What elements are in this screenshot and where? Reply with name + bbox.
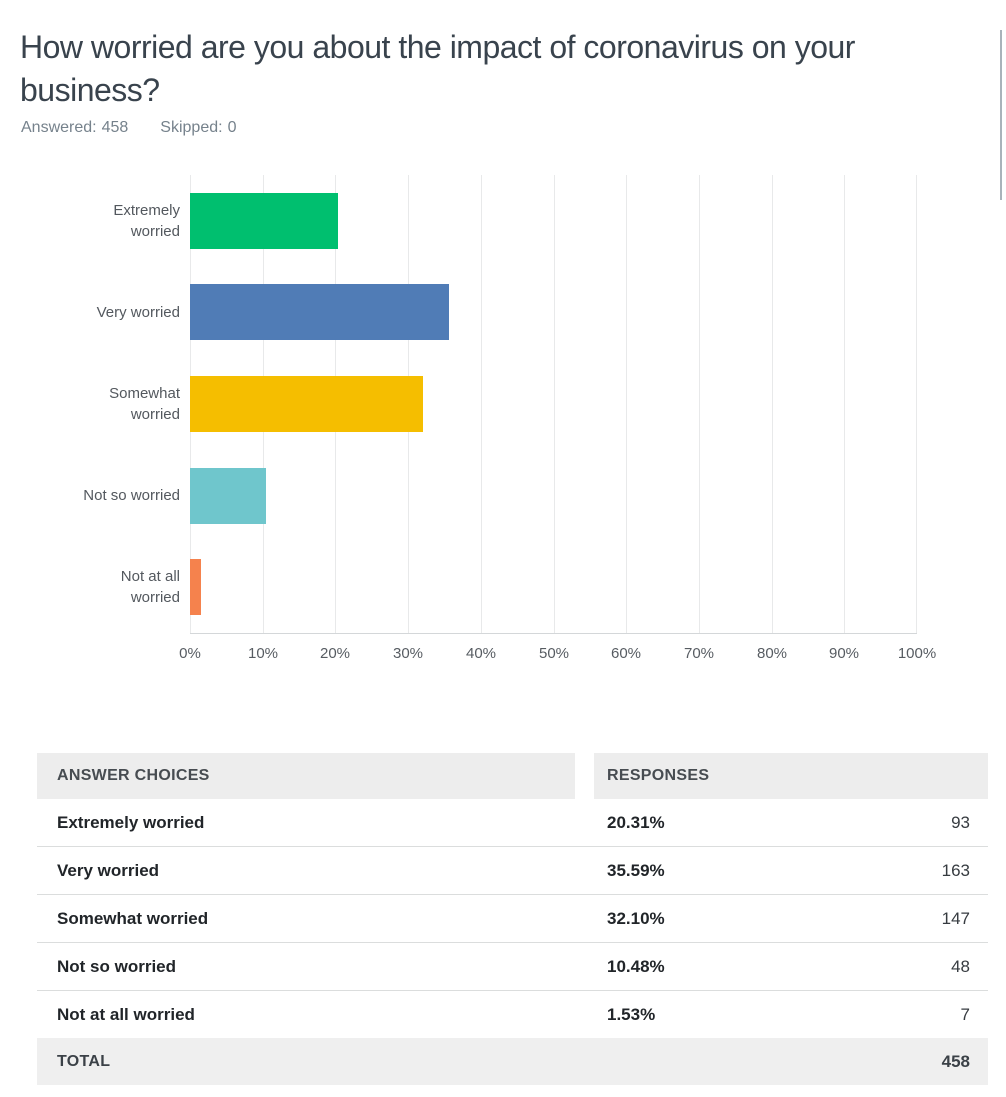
gridline <box>481 175 482 633</box>
x-axis-tick-label: 50% <box>538 645 570 662</box>
x-axis-tick-label: 70% <box>683 645 715 662</box>
table-row: Very worried 35.59% 163 <box>37 847 988 895</box>
x-axis-tick-label: 20% <box>319 645 351 662</box>
table-row: Not at all worried 1.53% 7 <box>37 991 988 1038</box>
gridline <box>844 175 845 633</box>
x-axis-tick-label: 0% <box>179 645 201 662</box>
category-label: Extremely worried <box>113 201 180 240</box>
gridline <box>554 175 555 633</box>
answer-choice-cell: Very worried <box>57 860 160 880</box>
chart-plot-area <box>190 175 917 634</box>
gridline <box>772 175 773 633</box>
x-axis-tick-label: 100% <box>897 645 937 662</box>
header-column-gap <box>575 753 594 799</box>
category-label: Not at all worried <box>120 568 180 607</box>
bar-not-at-all-worried[interactable] <box>190 559 202 616</box>
bar-not-so-worried[interactable] <box>190 467 267 524</box>
response-percent-cell: 35.59% <box>607 860 665 880</box>
column-header-answer-choices: ANSWER CHOICES <box>37 753 575 799</box>
category-label: Very worried <box>96 303 180 321</box>
x-axis-tick-label: 60% <box>610 645 642 662</box>
table-header-row: ANSWER CHOICES RESPONSES <box>37 753 988 799</box>
response-percent-cell: 10.48% <box>607 956 665 976</box>
question-title: How worried are you about the impact of … <box>20 29 855 109</box>
gridline <box>916 175 917 633</box>
response-percent-cell: 20.31% <box>607 812 665 832</box>
gridline <box>699 175 700 633</box>
gridline <box>626 175 627 633</box>
answered-count: Answered: 458 <box>21 119 129 136</box>
bar-somewhat-worried[interactable] <box>190 376 424 432</box>
x-axis-tick-label: 10% <box>247 645 279 662</box>
table-total-row: TOTAL 458 <box>37 1038 988 1085</box>
x-axis-tick-label: 30% <box>392 645 424 662</box>
total-value: 458 <box>941 1051 970 1071</box>
bar-very-worried[interactable] <box>190 284 449 341</box>
category-label: Somewhat worried <box>109 384 180 423</box>
response-count-cell: 7 <box>960 1004 970 1024</box>
answer-choice-cell: Not so worried <box>57 956 177 976</box>
answer-choice-cell: Not at all worried <box>57 1004 195 1024</box>
total-label: TOTAL <box>57 1052 111 1070</box>
bar-extremely-worried[interactable] <box>190 192 338 249</box>
results-table: ANSWER CHOICES RESPONSES Extremely worri… <box>37 753 988 1085</box>
column-header-responses: RESPONSES <box>594 753 988 799</box>
response-count-cell: 163 <box>941 860 970 880</box>
x-axis-tick-label: 40% <box>465 645 497 662</box>
bar-chart: 0% 10% 20% 30% 40% 50% 60% 70% 80% 90% 100% Extreme… <box>83 175 937 662</box>
table-row: Somewhat worried 32.10% 147 <box>37 895 988 943</box>
response-percent-cell: 1.53% <box>607 1004 656 1024</box>
table-row: Extremely worried 20.31% 93 <box>37 799 988 847</box>
answer-choice-cell: Extremely worried <box>57 812 205 832</box>
skipped-count: Skipped: 0 <box>160 119 237 136</box>
response-count-cell: 147 <box>941 908 970 928</box>
response-count-cell: 48 <box>951 956 970 976</box>
category-label: Not so worried <box>83 487 180 505</box>
table-row: Not so worried 10.48% 48 <box>37 943 988 991</box>
page-edge-divider <box>1000 30 1002 200</box>
table-body: Extremely worried 20.31% 93 Very worried 35.… <box>37 799 988 1038</box>
x-axis-tick-label: 80% <box>756 645 788 662</box>
x-axis-tick-label: 90% <box>828 645 860 662</box>
answer-choice-cell: Somewhat worried <box>57 908 209 928</box>
response-count-cell: 93 <box>951 812 970 832</box>
response-percent-cell: 32.10% <box>607 908 665 928</box>
response-meta: Answered: 458 Skipped: 0 <box>21 119 236 137</box>
